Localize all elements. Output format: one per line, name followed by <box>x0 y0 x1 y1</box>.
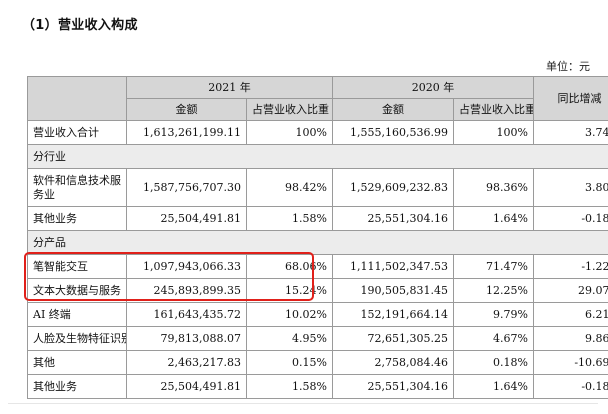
row-label: 笔智能交互 <box>27 254 127 279</box>
section-label: 分产品 <box>27 230 608 255</box>
amount-2021: 25,504,491.81 <box>126 206 247 231</box>
header-amount-2020: 金额 <box>332 98 454 121</box>
table-row-pen: 笔智能交互 1,097,943,066.33 68.06% 1,111,502,… <box>27 254 608 279</box>
ratio-2020: 100% <box>453 120 534 145</box>
ratio-2021: 100% <box>246 120 333 145</box>
amount-2021: 245,893,899.35 <box>126 278 247 303</box>
yoy-change: 6.21% <box>533 302 608 327</box>
amount-2020: 1,555,160,536.99 <box>332 120 454 145</box>
header-ratio-2021: 占营业收入比重 <box>246 98 333 121</box>
yoy-change: 29.07% <box>533 278 608 303</box>
ratio-2020: 1.64% <box>453 206 534 231</box>
amount-2021: 1,097,943,066.33 <box>126 254 247 279</box>
table-row-ai-terminal: AI 终端 161,643,435.72 10.02% 152,191,664.… <box>27 302 608 327</box>
row-label: 软件和信息技术服务业 <box>27 168 127 207</box>
row-label: 其他业务 <box>27 206 127 231</box>
section-row-product: 分产品 <box>27 230 608 255</box>
row-label: 其他 <box>27 350 127 375</box>
ratio-2021: 15.24% <box>246 278 333 303</box>
table-row-other-business-2: 其他业务 25,504,491.81 1.58% 25,551,304.16 1… <box>27 374 608 399</box>
yoy-change: 9.86% <box>533 326 608 351</box>
amount-2021: 1,613,261,199.11 <box>126 120 247 145</box>
amount-2020: 72,651,305.25 <box>332 326 454 351</box>
header-blank <box>27 76 127 121</box>
header-year-2020: 2020 年 <box>332 76 534 99</box>
header-year-2021: 2021 年 <box>126 76 333 99</box>
ratio-2020: 71.47% <box>453 254 534 279</box>
yoy-change: -0.18% <box>533 374 608 399</box>
amount-2020: 152,191,664.14 <box>332 302 454 327</box>
ratio-2021: 10.02% <box>246 302 333 327</box>
ratio-2020: 98.36% <box>453 168 534 207</box>
row-label: 营业收入合计 <box>27 120 127 145</box>
unit-label: 单位：元 <box>546 60 590 73</box>
ratio-2020: 0.18% <box>453 350 534 375</box>
ratio-2021: 0.15% <box>246 350 333 375</box>
table-row-text-data: 文本大数据与服务 245,893,899.35 15.24% 190,505,8… <box>27 278 608 303</box>
section-title: （1）营业收入构成 <box>22 18 138 33</box>
header-amount-2021: 金额 <box>126 98 247 121</box>
ratio-2021: 1.58% <box>246 206 333 231</box>
header-ratio-2020: 占营业收入比重 <box>453 98 534 121</box>
ratio-2021: 1.58% <box>246 374 333 399</box>
header-row-years: 2021 年 2020 年 同比增减 <box>27 76 608 121</box>
row-label: 人脸及生物特征识别 <box>27 326 127 351</box>
table-row-misc: 其他 2,463,217.83 0.15% 2,758,084.46 0.18%… <box>27 350 608 375</box>
yoy-change: 3.74% <box>533 120 608 145</box>
yoy-change: -10.69% <box>533 350 608 375</box>
ratio-2020: 12.25% <box>453 278 534 303</box>
amount-2021: 2,463,217.83 <box>126 350 247 375</box>
bottom-divider <box>8 403 598 404</box>
ratio-2020: 4.67% <box>453 326 534 351</box>
ratio-2021: 68.06% <box>246 254 333 279</box>
ratio-2021: 4.95% <box>246 326 333 351</box>
amount-2020: 1,529,609,232.83 <box>332 168 454 207</box>
amount-2020: 25,551,304.16 <box>332 206 454 231</box>
ratio-2020: 1.64% <box>453 374 534 399</box>
table-row-face: 人脸及生物特征识别 79,813,088.07 4.95% 72,651,305… <box>27 326 608 351</box>
yoy-change: 3.80% <box>533 168 608 207</box>
table-row-total: 营业收入合计 1,613,261,199.11 100% 1,555,160,5… <box>27 120 608 145</box>
revenue-table: 2021 年 2020 年 同比增减 金额 占营业收入比重 金额 占营业收入比重… <box>27 76 608 399</box>
amount-2021: 1,587,756,707.30 <box>126 168 247 207</box>
amount-2021: 79,813,088.07 <box>126 326 247 351</box>
ratio-2020: 9.79% <box>453 302 534 327</box>
amount-2020: 25,551,304.16 <box>332 374 454 399</box>
yoy-change: -0.18% <box>533 206 608 231</box>
table-row-software: 软件和信息技术服务业 1,587,756,707.30 98.42% 1,529… <box>27 168 608 207</box>
amount-2020: 1,111,502,347.53 <box>332 254 454 279</box>
header-yoy: 同比增减 <box>533 76 608 121</box>
header-row-columns: 金额 占营业收入比重 金额 占营业收入比重 <box>28 98 608 121</box>
section-row-industry: 分行业 <box>27 144 608 169</box>
row-label: 其他业务 <box>27 374 127 399</box>
table-row-other-business-1: 其他业务 25,504,491.81 1.58% 25,551,304.16 1… <box>27 206 608 231</box>
yoy-change: -1.22% <box>533 254 608 279</box>
row-label: AI 终端 <box>27 302 127 327</box>
amount-2020: 190,505,831.45 <box>332 278 454 303</box>
row-label: 文本大数据与服务 <box>27 278 127 303</box>
amount-2021: 25,504,491.81 <box>126 374 247 399</box>
amount-2021: 161,643,435.72 <box>126 302 247 327</box>
amount-2020: 2,758,084.46 <box>332 350 454 375</box>
section-label: 分行业 <box>27 144 608 169</box>
ratio-2021: 98.42% <box>246 168 333 207</box>
